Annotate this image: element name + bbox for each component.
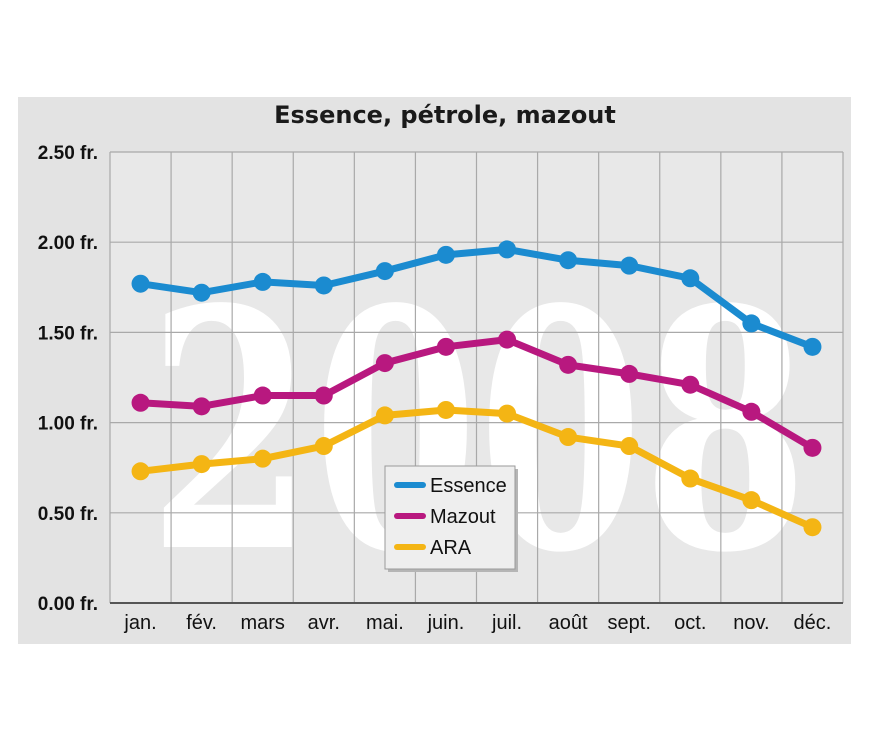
y-tick-label: 0.00 fr. xyxy=(38,594,98,615)
series-lines xyxy=(137,245,816,531)
data-point xyxy=(436,337,455,356)
x-axis-ticks: jan. fév. mars avr. mai. juin. juil. août sept. o… xyxy=(123,612,831,634)
legend-label: Mazout xyxy=(430,506,496,528)
data-point xyxy=(742,402,761,421)
data-point xyxy=(131,274,150,293)
data-point xyxy=(498,404,517,423)
data-point xyxy=(681,375,700,394)
data-point xyxy=(803,518,822,537)
data-point xyxy=(498,330,517,349)
x-tick-label: mars xyxy=(240,612,284,634)
data-point xyxy=(314,386,333,405)
y-tick-label: 1.50 fr. xyxy=(38,323,98,344)
data-point xyxy=(620,364,639,383)
y-tick-label: 0.50 fr. xyxy=(38,504,98,525)
series-line xyxy=(137,336,816,452)
data-point xyxy=(803,337,822,356)
data-point xyxy=(375,262,394,281)
x-tick-label: déc. xyxy=(794,612,832,634)
series-line xyxy=(137,406,816,531)
data-point xyxy=(559,355,578,374)
data-point xyxy=(253,386,272,405)
legend-label: ARA xyxy=(430,537,472,559)
data-point xyxy=(742,491,761,510)
data-point xyxy=(681,469,700,488)
data-point xyxy=(253,272,272,291)
y-tick-label: 2.00 fr. xyxy=(38,233,98,254)
x-tick-label: sept. xyxy=(608,612,651,634)
data-point xyxy=(559,251,578,270)
y-tick-label: 1.00 fr. xyxy=(38,414,98,435)
x-tick-label: oct. xyxy=(674,612,706,634)
chart-title: Essence, pétrole, mazout xyxy=(274,101,616,129)
series-points xyxy=(131,240,822,537)
x-tick-label: jan. xyxy=(123,612,156,634)
data-point xyxy=(375,406,394,425)
x-tick-label: nov. xyxy=(733,612,769,634)
data-point xyxy=(192,283,211,302)
data-point xyxy=(803,438,822,457)
x-tick-label: fév. xyxy=(186,612,217,634)
data-point xyxy=(314,437,333,456)
legend-label: Essence xyxy=(430,475,507,497)
y-tick-label: 2.50 fr. xyxy=(38,143,98,164)
series-line xyxy=(137,245,816,351)
data-point xyxy=(742,314,761,333)
data-point xyxy=(131,393,150,412)
data-point xyxy=(314,276,333,295)
grid xyxy=(109,151,844,604)
data-point xyxy=(375,354,394,373)
data-point xyxy=(436,400,455,419)
data-point xyxy=(131,462,150,481)
y-axis-ticks: 0.00 fr. 0.50 fr. 1.00 fr. 1.50 fr. 2.00 fr.… xyxy=(38,143,98,615)
x-tick-label: avr. xyxy=(308,612,340,634)
data-point xyxy=(192,397,211,416)
x-tick-label: mai. xyxy=(366,612,404,634)
legend: Essence Mazout ARA xyxy=(384,465,518,572)
data-point xyxy=(620,437,639,456)
data-point xyxy=(498,240,517,259)
data-point xyxy=(253,449,272,468)
x-tick-label: juin. xyxy=(427,612,465,634)
data-point xyxy=(559,428,578,447)
data-point xyxy=(620,256,639,275)
data-point xyxy=(436,245,455,264)
chart-svg: 2008 0.00 fr.0.50 fr.1.00 fr.1.50 fr.2.0… xyxy=(38,101,844,634)
x-tick-label: août xyxy=(549,612,588,634)
data-point xyxy=(681,269,700,288)
chart-panel: 2008 0.00 fr. 0.50 fr. 1.00 fr. 1.50 fr. 2.0… xyxy=(18,97,851,644)
x-tick-label: juil. xyxy=(491,612,522,634)
data-point xyxy=(192,455,211,474)
